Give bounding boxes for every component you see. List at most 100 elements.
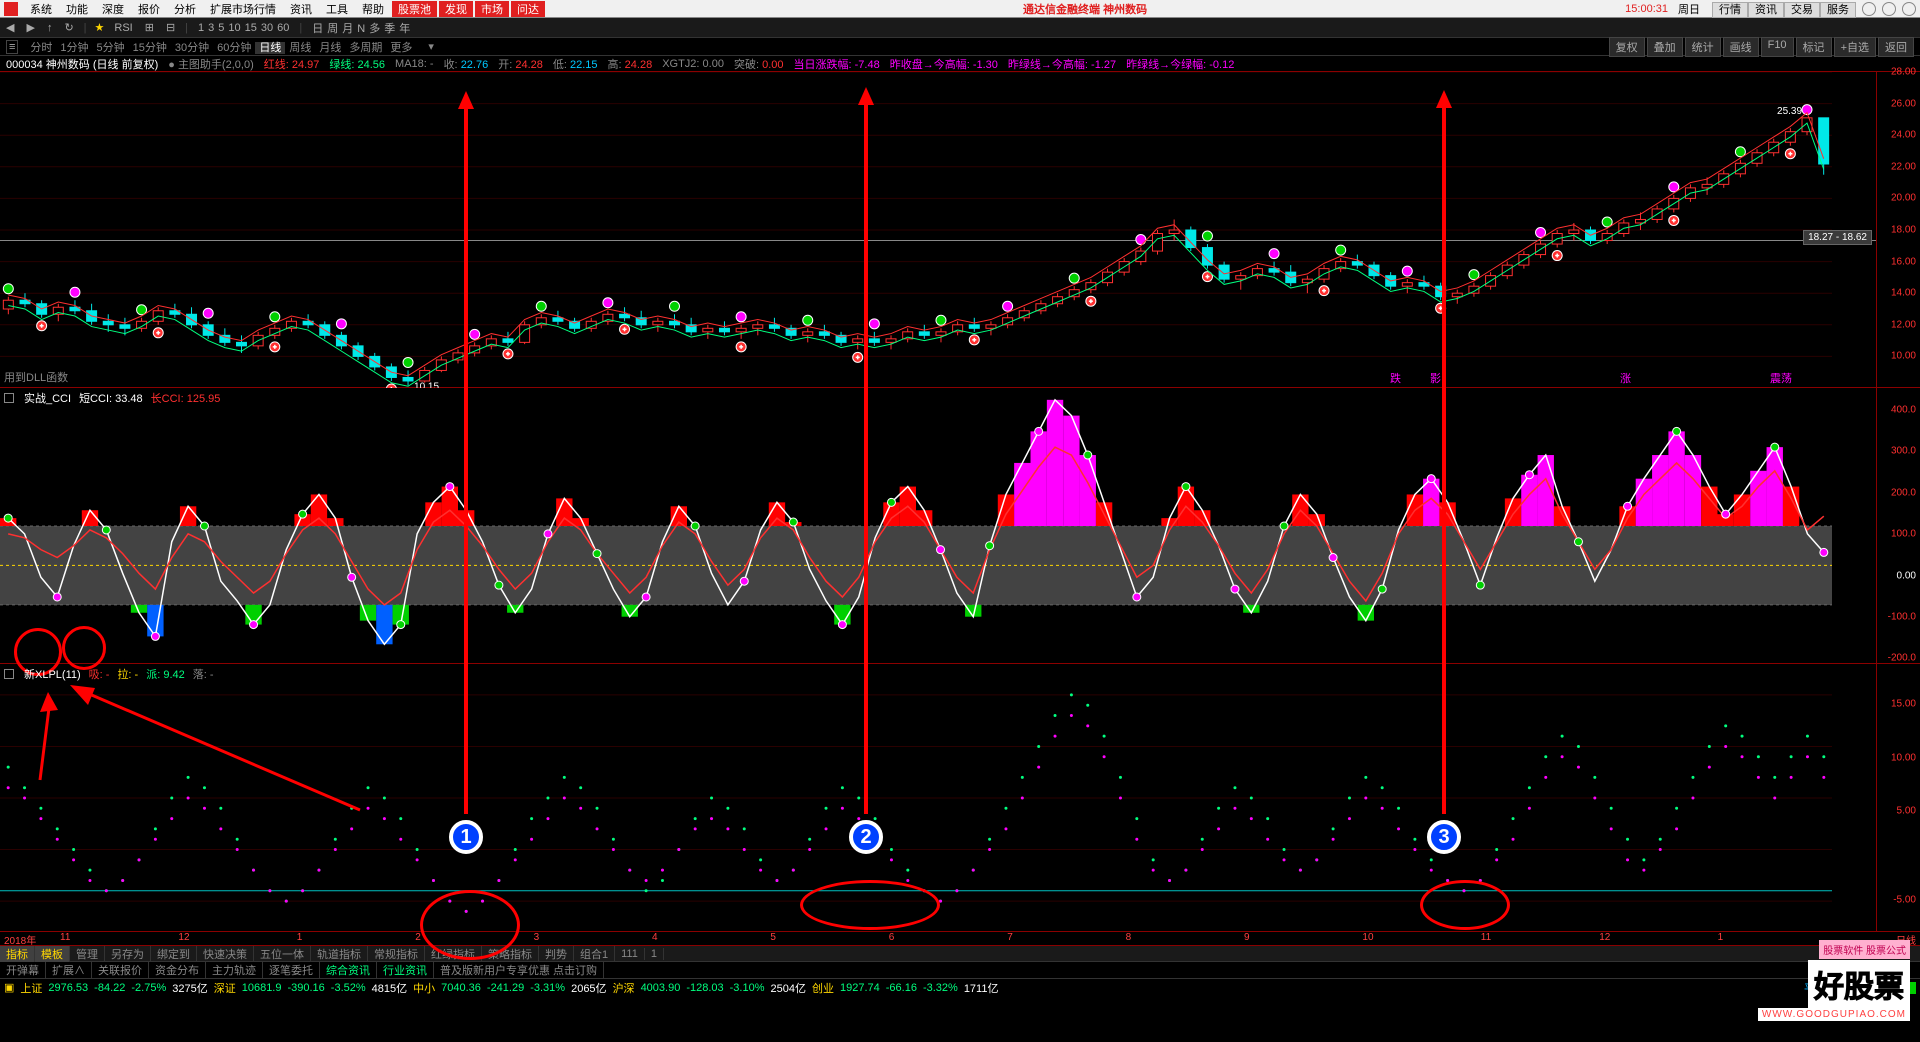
up-icon[interactable]: ↑: [45, 22, 55, 34]
btab1-另存为[interactable]: 另存为: [105, 946, 151, 962]
tfr-叠加[interactable]: 叠加: [1647, 37, 1683, 57]
btab1-红绿指标[interactable]: 红绿指标: [425, 946, 482, 962]
tfr-+自选[interactable]: +自选: [1834, 37, 1876, 57]
period-N[interactable]: N: [355, 23, 367, 35]
btab2-5[interactable]: 逐笔委托: [263, 962, 320, 978]
num-60[interactable]: 60: [275, 22, 291, 34]
menu-深度[interactable]: 深度: [96, 1, 130, 17]
kline-pane[interactable]: 10.1525.39跌影涨震荡 28.0026.0024.0022.0020.0…: [0, 72, 1920, 388]
tfr-标记[interactable]: 标记: [1796, 37, 1832, 57]
period-年[interactable]: 年: [397, 23, 412, 35]
zuoshou-lbl: 昨收盘→今高幅:: [890, 59, 970, 71]
maximize-icon[interactable]: [1882, 2, 1896, 16]
btab1-判势[interactable]: 判势: [539, 946, 574, 962]
tf-月线[interactable]: 月线: [315, 42, 345, 54]
tf-多周期[interactable]: 多周期: [345, 42, 386, 54]
num-1[interactable]: 1: [196, 22, 206, 34]
fwd-icon[interactable]: ▶: [24, 21, 36, 34]
rtab-行情[interactable]: 行情: [1712, 2, 1748, 18]
btab2-4[interactable]: 主力轨迹: [206, 962, 263, 978]
menu-发现[interactable]: 发现: [439, 1, 473, 17]
menu-股票池[interactable]: 股票池: [392, 1, 437, 17]
tf-1分钟[interactable]: 1分钟: [56, 42, 92, 54]
btab1-快速决策[interactable]: 快速决策: [197, 946, 254, 962]
close-icon[interactable]: [1902, 2, 1916, 16]
btab1-组合1[interactable]: 组合1: [574, 946, 615, 962]
tf-更多[interactable]: 更多: [386, 42, 416, 54]
btab1-管理[interactable]: 管理: [70, 946, 105, 962]
num-5[interactable]: 5: [216, 22, 226, 34]
btab1-常规指标[interactable]: 常规指标: [368, 946, 425, 962]
cci-pane[interactable]: 实战_CCI 短CCI: 33.48 长CCI: 125.95 400.0300…: [0, 388, 1920, 664]
num-10[interactable]: 10: [226, 22, 242, 34]
menu-工具[interactable]: 工具: [320, 1, 354, 17]
star-icon[interactable]: ★: [95, 21, 105, 34]
menu-功能[interactable]: 功能: [60, 1, 94, 17]
period-多[interactable]: 多: [367, 23, 382, 35]
menu-报价[interactable]: 报价: [132, 1, 166, 17]
tf-icon[interactable]: ≡: [6, 40, 18, 54]
menu-系统[interactable]: 系统: [24, 1, 58, 17]
menu-问达[interactable]: 问达: [511, 1, 545, 17]
tool-1[interactable]: ⊞: [143, 21, 156, 34]
tf-30分钟[interactable]: 30分钟: [171, 42, 213, 54]
stock-type: (日线 前复权): [93, 59, 158, 71]
btab2-6[interactable]: 综合资讯: [320, 962, 377, 978]
refresh-icon[interactable]: ↻: [62, 21, 75, 34]
btab2-1[interactable]: 扩展∧: [46, 962, 92, 978]
rtab-服务[interactable]: 服务: [1820, 2, 1856, 18]
indicator-tabs: 指标模板管理另存为绑定到快速决策五位一体轨道指标常规指标红绿指标策略指标判势组合…: [0, 946, 1920, 962]
btab2-2[interactable]: 关联报价: [92, 962, 149, 978]
btab1-策略指标[interactable]: 策略指标: [482, 946, 539, 962]
tf-周线[interactable]: 周线: [285, 42, 315, 54]
tfr-统计[interactable]: 统计: [1685, 37, 1721, 57]
btab2-8[interactable]: 普及版新用户专享优惠 点击订购: [434, 962, 604, 978]
back-icon[interactable]: ◀: [4, 21, 16, 34]
idx-lbl: 中小: [413, 980, 435, 996]
menu-市场[interactable]: 市场: [475, 1, 509, 17]
rsi-button[interactable]: RSI: [112, 22, 134, 34]
xtick: 3: [534, 932, 540, 943]
btab1-指标[interactable]: 指标: [0, 946, 35, 962]
menu-资讯[interactable]: 资讯: [284, 1, 318, 17]
btab1-1[interactable]: 1: [645, 948, 664, 960]
period-日[interactable]: 日: [310, 23, 325, 35]
rtab-资讯[interactable]: 资讯: [1748, 2, 1784, 18]
btab1-模板[interactable]: 模板: [35, 946, 70, 962]
indicator-name: 主图助手(2,0,0): [178, 59, 254, 71]
num-15[interactable]: 15: [243, 22, 259, 34]
tfr-复权[interactable]: 复权: [1609, 37, 1645, 57]
btab1-五位一体[interactable]: 五位一体: [254, 946, 311, 962]
btab2-0[interactable]: 开弹幕: [0, 962, 46, 978]
menu-分析[interactable]: 分析: [168, 1, 202, 17]
tf-5分钟[interactable]: 5分钟: [93, 42, 129, 54]
period-周[interactable]: 周: [325, 23, 340, 35]
num-30[interactable]: 30: [259, 22, 275, 34]
xtick: 9: [1244, 932, 1250, 943]
status-icon[interactable]: ▣: [4, 981, 14, 994]
tfr-返回[interactable]: 返回: [1878, 37, 1914, 57]
menu-帮助[interactable]: 帮助: [356, 1, 390, 17]
period-月[interactable]: 月: [340, 23, 355, 35]
tool-2[interactable]: ⊟: [164, 21, 177, 34]
btab1-轨道指标[interactable]: 轨道指标: [311, 946, 368, 962]
tf-15分钟[interactable]: 15分钟: [129, 42, 171, 54]
tfr-画线[interactable]: 画线: [1723, 37, 1759, 57]
btab1-绑定到[interactable]: 绑定到: [151, 946, 197, 962]
xlpl-pane[interactable]: 新XLPL(11) 吸: - 拉: - 派: 9.42 落: - 15.0010…: [0, 664, 1920, 932]
btab1-111[interactable]: 111: [615, 948, 645, 960]
btab2-3[interactable]: 资金分布: [149, 962, 206, 978]
btab2-7[interactable]: 行业资讯: [377, 962, 434, 978]
period-季[interactable]: 季: [382, 23, 397, 35]
num-3[interactable]: 3: [206, 22, 216, 34]
menu-扩展市场行情[interactable]: 扩展市场行情: [204, 1, 282, 17]
tf-分时[interactable]: 分时: [26, 42, 56, 54]
tf-60分钟[interactable]: 60分钟: [213, 42, 255, 54]
xtick: 2: [415, 932, 421, 943]
tf-日线[interactable]: 日线: [255, 42, 285, 54]
tfr-F10[interactable]: F10: [1761, 37, 1794, 57]
watermark-cn: 好股票: [1808, 960, 1910, 1008]
rtab-交易[interactable]: 交易: [1784, 2, 1820, 18]
idx-lbl: 创业: [812, 980, 834, 996]
minimize-icon[interactable]: [1862, 2, 1876, 16]
